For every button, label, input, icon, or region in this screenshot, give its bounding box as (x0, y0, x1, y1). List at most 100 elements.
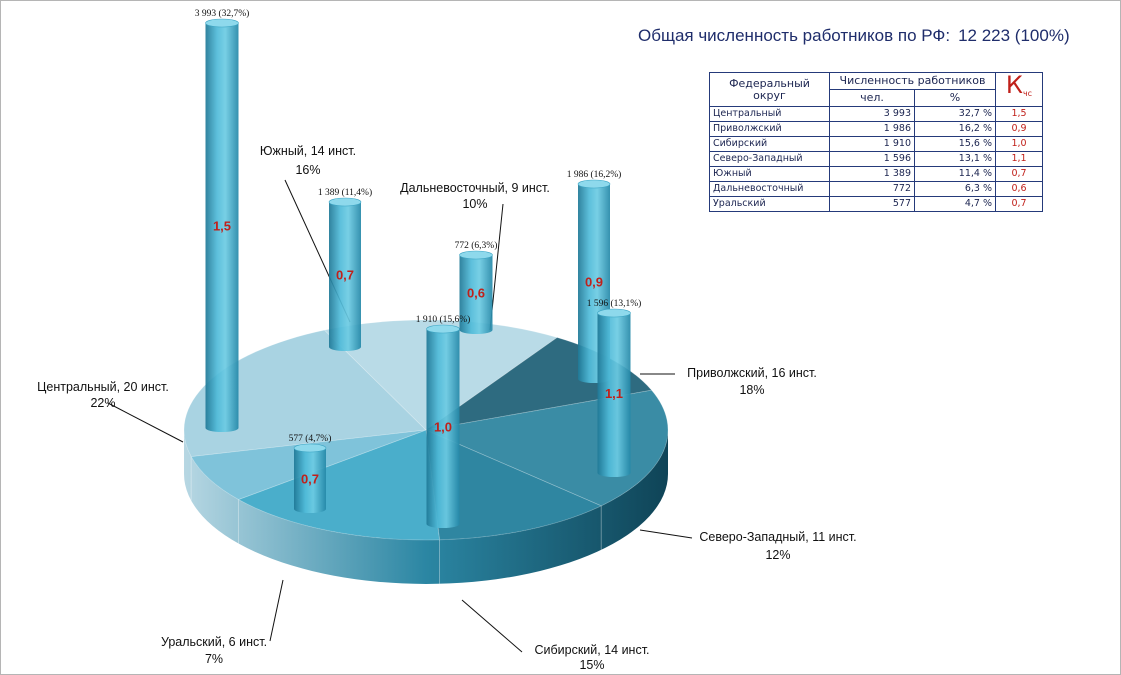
cell-percent: 4,7 % (914, 196, 996, 212)
cell-district: Южный (709, 166, 830, 182)
header-percent: % (914, 89, 996, 107)
cell-k: 1,0 (995, 136, 1043, 152)
slice-percent-label: 10% (462, 197, 487, 211)
slice-label: Сибирский, 14 инст. (534, 643, 649, 657)
cylinder-value-label: 1 389 (11,4%) (318, 187, 372, 198)
cell-percent: 13,1 % (914, 151, 996, 167)
cylinder-k-label: 1,0 (434, 420, 452, 435)
table-row: Дальневосточный 772 6,3 % 0,6 (709, 181, 1043, 197)
slice-percent-label: 22% (90, 396, 115, 410)
cylinder-value-label: 1 910 (15,6%) (416, 314, 471, 325)
slice-label: Центральный, 20 инст. (37, 380, 169, 394)
table-row: Сибирский 1 910 15,6 % 1,0 (709, 136, 1043, 152)
table-row: Центральный 3 993 32,7 % 1,5 (709, 106, 1043, 122)
cell-district: Уральский (709, 196, 830, 212)
slice-percent-label: 18% (739, 383, 764, 397)
cylinder-top (459, 250, 493, 260)
chart-title: Общая численность работников по РФ: 12 22… (638, 26, 1070, 46)
cell-district: Северо-Западный (709, 151, 830, 167)
pie-side-wall (184, 430, 668, 584)
cylinder-bar: 0,7 577 (4,7%) (289, 433, 332, 513)
cylinder-value-label: 772 (6,3%) (455, 240, 498, 251)
cylinder-bar: 1,5 3 993 (32,7%) (195, 8, 250, 432)
cell-persons: 1 910 (829, 136, 915, 152)
cylinder-body (459, 255, 493, 334)
table-row: Приволжский 1 986 16,2 % 0,9 (709, 121, 1043, 137)
slice-label: Дальневосточный, 9 инст. (400, 181, 550, 195)
slice-label: Уральский, 6 инст. (161, 635, 267, 649)
header-k: Кчс (995, 71, 1043, 107)
header-district: Федеральный округ (709, 72, 830, 107)
slice-percent-label: 7% (205, 652, 223, 666)
cell-percent: 11,4 % (914, 166, 996, 182)
stats-table: Федеральный округ Численность работников… (709, 72, 1043, 212)
cylinder-value-label: 1 986 (16,2%) (567, 169, 622, 180)
cylinder-bar: 1,0 1 910 (15,6%) (416, 314, 471, 528)
cell-persons: 772 (829, 181, 915, 197)
header-k-sub: чс (1022, 89, 1033, 98)
cylinder-body (329, 202, 361, 351)
cylinder-body (294, 448, 326, 513)
cylinder-k-label: 0,6 (467, 286, 485, 301)
cell-persons: 1 389 (829, 166, 915, 182)
cylinder-k-label: 0,7 (301, 472, 319, 487)
cell-percent: 6,3 % (914, 181, 996, 197)
header-k-letter: К (1005, 71, 1023, 99)
cylinder-top (205, 18, 239, 28)
cylinder-value-label: 577 (4,7%) (289, 433, 332, 444)
header-workers: Численность работников (829, 72, 996, 90)
cell-persons: 1 986 (829, 121, 915, 137)
cell-persons: 577 (829, 196, 915, 212)
pie-slice (237, 429, 440, 541)
cylinder-k-label: 0,9 (585, 275, 603, 290)
cell-percent: 16,2 % (914, 121, 996, 137)
cylinder-top (426, 324, 460, 334)
leader-line (107, 402, 184, 443)
cylinder-body (426, 329, 460, 528)
title-text: Общая численность работников по РФ: (638, 26, 951, 45)
cylinder-k-label: 1,1 (605, 386, 623, 401)
table-row: Южный 1 389 11,4 % 0,7 (709, 166, 1043, 182)
cylinder-top (597, 308, 631, 318)
table-subheader-row: чел. % (710, 89, 1043, 107)
leader-line (461, 599, 523, 653)
cylinder-k-label: 1,5 (213, 219, 231, 234)
cylinder-value-label: 1 596 (13,1%) (587, 298, 642, 309)
cell-district: Центральный (709, 106, 830, 122)
slice-percent-label: 16% (295, 163, 320, 177)
header-persons: чел. (829, 89, 915, 107)
slice-label: Южный, 14 инст. (260, 144, 356, 158)
table-header-row: Федеральный округ Численность работников… (709, 72, 1043, 107)
slice-percent-label: 15% (579, 658, 604, 672)
cell-percent: 15,6 % (914, 136, 996, 152)
leader-line (639, 529, 693, 539)
cell-k: 0,7 (995, 196, 1043, 212)
cell-k: 0,7 (995, 166, 1043, 182)
cylinder-k-label: 0,7 (336, 268, 354, 283)
cell-district: Дальневосточный (709, 181, 830, 197)
cylinder-bar: 0,6 772 (6,3%) (455, 240, 498, 334)
cell-persons: 3 993 (829, 106, 915, 122)
cylinder-bar: 1,1 1 596 (13,1%) (587, 298, 642, 477)
cell-percent: 32,7 % (914, 106, 996, 122)
cylinder-body (597, 313, 631, 477)
table-row: Северо-Западный 1 596 13,1 % 1,1 (709, 151, 1043, 167)
cylinder-bar: 0,7 1 389 (11,4%) (318, 187, 372, 351)
cylinder-top (293, 443, 327, 453)
cell-k: 1,5 (995, 106, 1043, 122)
cylinder-top (328, 197, 362, 207)
leader-line (269, 579, 284, 642)
title-total: 12 223 (100%) (958, 26, 1070, 45)
cylinder-top (577, 179, 611, 189)
cell-k: 1,1 (995, 151, 1043, 167)
cylinder-value-label: 3 993 (32,7%) (195, 8, 250, 19)
cell-district: Приволжский (709, 121, 830, 137)
table-row: Уральский 577 4,7 % 0,7 (709, 196, 1043, 212)
slice-label: Северо-Западный, 11 инст. (699, 530, 856, 544)
slice-label: Приволжский, 16 инст. (687, 366, 817, 380)
cell-k: 0,6 (995, 181, 1043, 197)
cylinder-body (205, 23, 239, 432)
cell-k: 0,9 (995, 121, 1043, 137)
cell-district: Сибирский (709, 136, 830, 152)
